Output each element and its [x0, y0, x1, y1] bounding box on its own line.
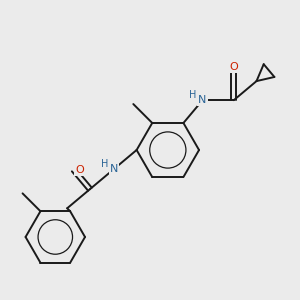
Text: N: N [198, 95, 207, 105]
Text: H: H [189, 90, 197, 100]
Text: O: O [230, 61, 238, 72]
Text: N: N [110, 164, 118, 174]
Text: H: H [101, 159, 109, 169]
Text: O: O [75, 165, 84, 175]
